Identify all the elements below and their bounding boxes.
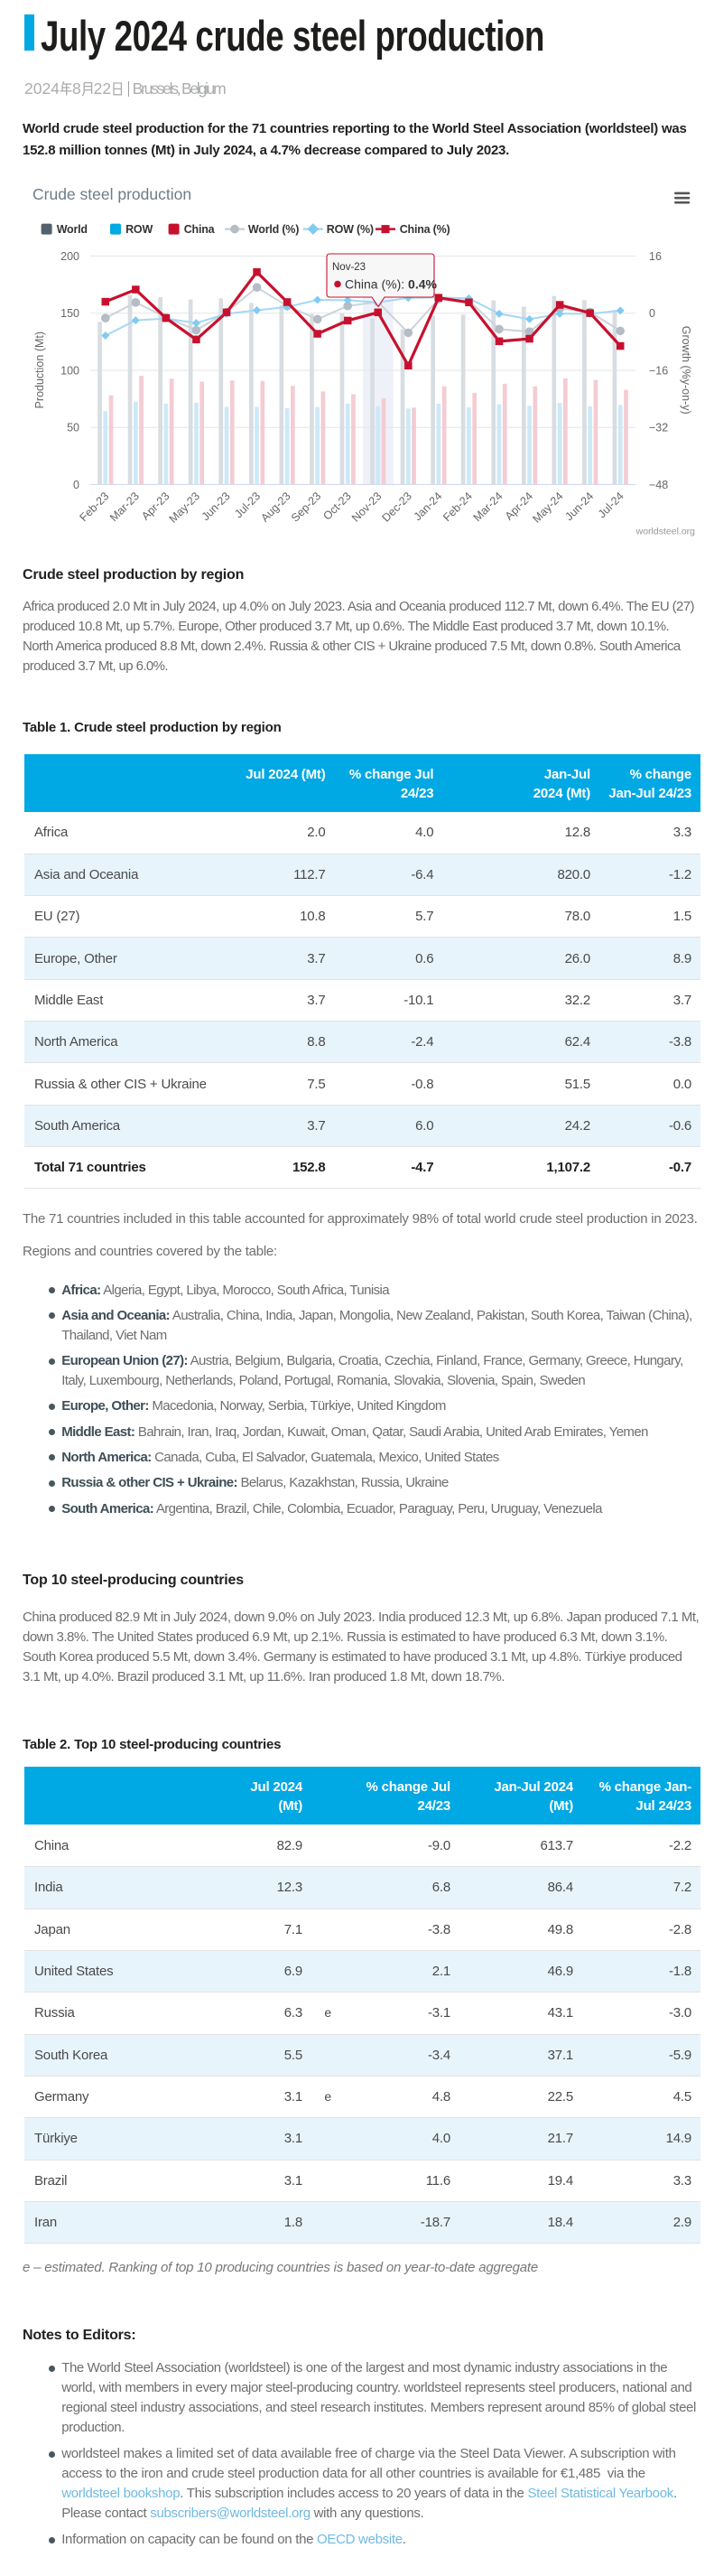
svg-text:China (%): 0.4%: China (%): 0.4% — [345, 277, 437, 292]
svg-text:−16: −16 — [649, 365, 668, 378]
svg-text:0: 0 — [649, 307, 655, 320]
svg-text:0: 0 — [73, 479, 79, 491]
svg-text:−32: −32 — [649, 422, 668, 434]
svg-text:50: 50 — [67, 422, 79, 434]
svg-text:China: China — [184, 223, 216, 236]
svg-text:ROW (%): ROW (%) — [327, 223, 374, 236]
svg-text:100: 100 — [60, 365, 79, 378]
svg-text:−48: −48 — [649, 479, 668, 491]
svg-text:World (%): World (%) — [248, 223, 299, 236]
svg-text:worldsteel.org: worldsteel.org — [635, 527, 696, 537]
svg-text:16: 16 — [649, 250, 662, 263]
svg-text:World: World — [57, 223, 88, 236]
svg-text:Growth (%y-on-y): Growth (%y-on-y) — [680, 326, 692, 415]
svg-text:200: 200 — [60, 250, 79, 263]
svg-text:China (%): China (%) — [400, 223, 450, 236]
svg-text:ROW: ROW — [125, 223, 153, 236]
svg-text:150: 150 — [60, 307, 79, 320]
svg-text:Crude steel production: Crude steel production — [32, 185, 191, 203]
svg-text:Nov-23: Nov-23 — [332, 262, 366, 273]
svg-text:Production (Mt): Production (Mt) — [33, 331, 46, 408]
